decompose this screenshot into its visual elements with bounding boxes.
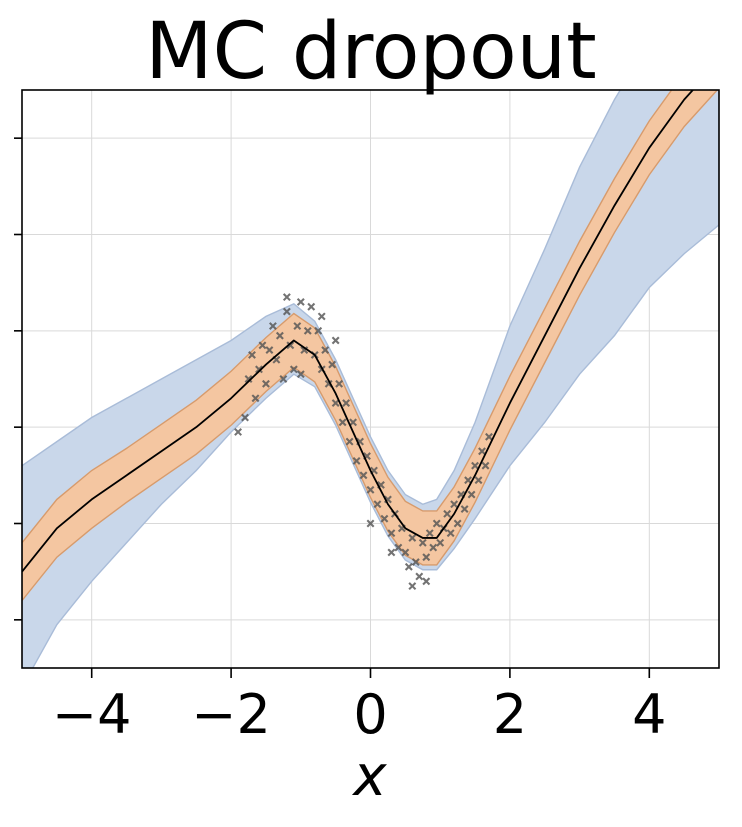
x-tick-label: 2: [493, 683, 527, 746]
data-point: [349, 418, 358, 427]
data-point: [429, 543, 438, 552]
data-point: [366, 519, 375, 528]
data-point: [268, 322, 277, 330]
data-point: [418, 538, 427, 547]
data-point: [321, 346, 330, 355]
data-point: [265, 346, 274, 355]
data-point: [394, 543, 403, 552]
data-point: [453, 519, 462, 528]
x-tick-label: 0: [353, 683, 387, 746]
data-point: [415, 572, 424, 581]
data-point: [481, 461, 490, 470]
data-point: [446, 529, 455, 538]
data-point: [338, 418, 347, 427]
data-point: [248, 350, 256, 359]
data-point: [411, 558, 420, 566]
data-point: [234, 428, 243, 436]
data-point: [286, 341, 295, 350]
data-point: [282, 293, 291, 302]
x-tick-label: −2: [191, 683, 271, 746]
data-point: [300, 346, 309, 355]
data-point: [352, 456, 361, 465]
chart-title: MC dropout: [145, 7, 596, 97]
data-point: [296, 297, 305, 306]
data-point: [387, 548, 396, 557]
data-point: [422, 577, 431, 586]
data-point: [255, 365, 263, 374]
data-point: [342, 399, 351, 408]
data-point: [366, 485, 375, 494]
data-point: [241, 413, 249, 422]
data-point: [314, 326, 323, 335]
data-point: [387, 529, 396, 538]
data-point: [317, 312, 326, 321]
data-point: [471, 461, 479, 470]
data-point: [293, 322, 302, 330]
data-point: [485, 432, 493, 441]
tick-layer: −4 −2 0 2 4: [14, 137, 666, 746]
data-point: [345, 437, 354, 446]
data-point: [296, 370, 305, 379]
data-point: [328, 360, 337, 369]
data-point: [404, 562, 413, 571]
plot-layer: [22, 90, 719, 668]
data-point: [289, 365, 298, 374]
data-point: [425, 529, 434, 538]
x-tick-label: 4: [632, 683, 666, 746]
x-tick-label: −4: [52, 683, 132, 746]
data-point: [251, 394, 260, 403]
inner-uncertainty-band: [22, 90, 719, 602]
data-point: [275, 331, 284, 340]
data-point: [408, 582, 417, 591]
data-point: [450, 500, 459, 509]
data-point: [258, 341, 267, 350]
data-point: [436, 538, 445, 547]
data-point: [335, 379, 344, 388]
data-point: [380, 514, 389, 523]
data-point: [401, 548, 410, 557]
data-point: [443, 509, 452, 518]
x-axis-label: x: [351, 744, 387, 809]
data-point: [282, 307, 291, 316]
data-point: [279, 375, 288, 383]
data-point: [467, 490, 476, 499]
data-point: [244, 375, 253, 383]
mean-line: [22, 90, 695, 573]
data-point: [262, 379, 270, 388]
data-point: [359, 471, 368, 480]
data-point: [307, 302, 316, 311]
data-point: [331, 399, 340, 408]
data-point: [474, 476, 483, 485]
data-point: [331, 336, 340, 345]
data-point: [408, 534, 417, 542]
data-point: [303, 326, 312, 335]
data-point: [478, 447, 486, 456]
data-point: [460, 505, 469, 513]
data-point: [464, 476, 473, 485]
data-point: [422, 553, 431, 562]
data-point: [373, 500, 382, 509]
data-point: [432, 519, 441, 528]
